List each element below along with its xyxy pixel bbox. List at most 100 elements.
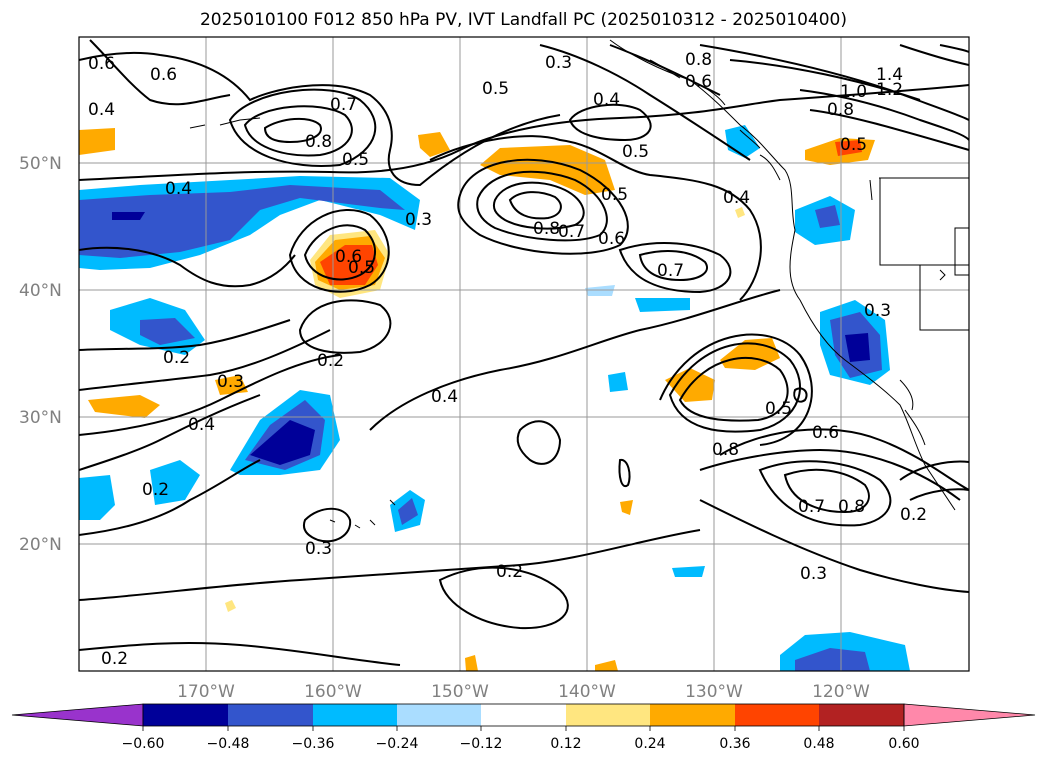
latitude-label: 30°N xyxy=(19,408,62,428)
longitude-label: 160°W xyxy=(304,682,362,702)
colorbar-segment xyxy=(313,704,397,726)
colorbar-tick-label: 0.60 xyxy=(888,736,919,752)
negative-anomaly-oregon-core xyxy=(815,205,840,228)
contour-label: 0.6 xyxy=(685,72,712,92)
longitude-label: 120°W xyxy=(812,682,870,702)
contour-label: 0.2 xyxy=(496,562,523,582)
contour-label: 0.8 xyxy=(827,100,854,120)
contour-label: 0.2 xyxy=(317,351,344,371)
negative-anomaly-25n xyxy=(150,460,200,505)
contour-label: 0.3 xyxy=(545,53,572,73)
contour-label: 0.6 xyxy=(812,423,839,443)
contour-label: 0.5 xyxy=(622,142,649,162)
negative-anomaly-32n-mid xyxy=(608,372,628,392)
positive-anomaly-small-1 xyxy=(225,600,236,612)
latitude-labels: 50°N 40°N 30°N 20°N xyxy=(19,154,62,555)
latitude-label: 20°N xyxy=(19,535,62,555)
contour-label: 1.4 xyxy=(876,65,903,85)
contour-label: 1.2 xyxy=(876,80,903,100)
positive-anomaly-wa-core xyxy=(835,140,862,156)
contour-label: 0.7 xyxy=(798,497,825,517)
colorbar-tick-label: 0.24 xyxy=(634,736,665,752)
contour-label: 0.3 xyxy=(217,372,244,392)
colorbar: −0.60 −0.48 −0.36 −0.24 −0.12 0.12 0.24 … xyxy=(11,703,1036,752)
negative-anomaly-38n-core xyxy=(140,318,195,345)
map-plot-area: 0.6 0.6 0.4 0.7 0.8 0.5 0.5 0.3 0.8 0.6 … xyxy=(79,37,969,671)
colorbar-tick-label: −0.48 xyxy=(207,736,250,752)
negative-anomaly-24n-w xyxy=(79,475,115,520)
negative-anomaly-west-deep xyxy=(112,212,145,220)
contour-label: 0.2 xyxy=(163,348,190,368)
latitude-label: 40°N xyxy=(19,281,62,301)
negative-anomaly-west-core xyxy=(79,185,405,258)
contour-label: 0.7 xyxy=(558,222,585,242)
colorbar-segment xyxy=(566,704,650,726)
longitude-label: 140°W xyxy=(558,682,616,702)
positive-anomaly-30n-w xyxy=(88,395,160,418)
contour-label: 0.8 xyxy=(533,219,560,239)
contour-label: 0.2 xyxy=(900,505,927,525)
colorbar-segment xyxy=(228,704,313,726)
negative-anomaly-hawaii-core xyxy=(398,498,418,525)
contour-label: 0.7 xyxy=(330,95,357,115)
contour-label: 0.6 xyxy=(598,229,625,249)
contour-label: 0.6 xyxy=(335,247,362,267)
colorbar-segment xyxy=(397,704,481,726)
latitude-label: 50°N xyxy=(19,154,62,174)
colorbar-segment xyxy=(143,704,228,726)
map-frame xyxy=(78,36,970,672)
pv-contours xyxy=(79,39,969,666)
map-title: 2025010100 F012 850 hPa PV, IVT Landfall… xyxy=(199,10,847,30)
colorbar-tick-label: −0.24 xyxy=(376,736,419,752)
positive-anomaly-50n-west xyxy=(79,128,115,155)
positive-anomaly-small-2 xyxy=(620,500,633,515)
contour-label: 0.2 xyxy=(142,480,169,500)
contour-label: 0.8 xyxy=(305,132,332,152)
contour-label: 0.8 xyxy=(712,440,739,460)
positive-anomaly-small-5 xyxy=(735,207,745,218)
negative-anomaly-18n xyxy=(672,566,705,577)
contour-label: 0.5 xyxy=(342,150,369,170)
colorbar-tick-label: −0.12 xyxy=(460,736,503,752)
negative-anomaly-south-core xyxy=(795,648,870,671)
contour-label: 0.3 xyxy=(800,564,827,584)
colorbar-segment xyxy=(735,704,819,726)
colorbar-tick-label: −0.36 xyxy=(292,736,335,752)
contour-label: 0.6 xyxy=(88,54,115,74)
contour-label: 0.4 xyxy=(593,90,620,110)
positive-anomaly-51n xyxy=(418,132,450,157)
colorbar-segment xyxy=(650,704,735,726)
colorbar-tick-label: 0.36 xyxy=(719,736,750,752)
contour-label: 0.4 xyxy=(188,415,215,435)
coastlines xyxy=(189,39,969,529)
contour-label: 0.3 xyxy=(864,301,891,321)
colorbar-extend-high xyxy=(903,703,1036,727)
contour-label: 0.5 xyxy=(601,185,628,205)
contour-label: 0.4 xyxy=(723,188,750,208)
contour-label: 0.5 xyxy=(348,258,375,278)
positive-anomaly-small-3 xyxy=(595,660,618,671)
positive-anomaly-42n-core xyxy=(320,245,378,285)
contour-labels: 0.6 0.6 0.4 0.7 0.8 0.5 0.5 0.3 0.8 0.6 … xyxy=(88,50,927,669)
negative-anomaly-subtropic-deep xyxy=(250,420,315,465)
contour-label: 0.4 xyxy=(431,387,458,407)
negative-anomaly-36n-mid xyxy=(635,298,690,312)
longitude-label: 150°W xyxy=(431,682,489,702)
contour-label: 0.3 xyxy=(305,539,332,559)
contour-label: 0.7 xyxy=(657,261,684,281)
colorbar-segment xyxy=(819,704,904,726)
graticule xyxy=(79,37,969,671)
contour-label: 0.2 xyxy=(101,649,128,669)
contour-label: 0.5 xyxy=(482,79,509,99)
negative-anomaly-sierra-deep xyxy=(845,333,870,362)
contour-label: 0.3 xyxy=(405,210,432,230)
colorbar-tick-label: 0.12 xyxy=(550,736,581,752)
contour-label: 0.6 xyxy=(150,65,177,85)
colorbar-extend-low xyxy=(11,703,144,727)
contour-label: 0.4 xyxy=(165,179,192,199)
contour-label: 0.5 xyxy=(765,399,792,419)
contour-label: 0.5 xyxy=(840,135,867,155)
contour-label: 1.0 xyxy=(840,82,867,102)
colorbar-tick-label: 0.48 xyxy=(803,736,834,752)
